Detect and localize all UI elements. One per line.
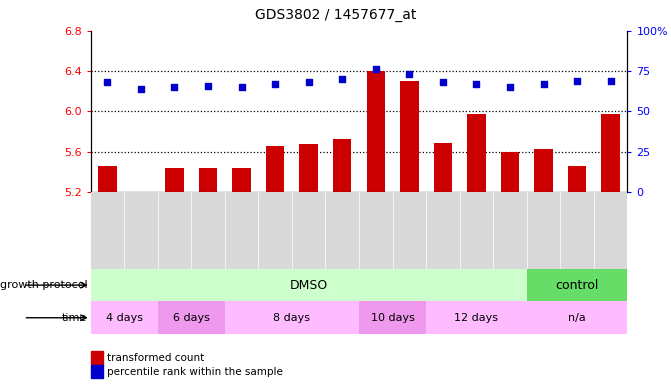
Bar: [426, 192, 460, 269]
Point: [437, 79, 448, 85]
Bar: [258, 192, 292, 269]
Bar: [527, 301, 627, 334]
Text: 6 days: 6 days: [173, 313, 209, 323]
Text: n/a: n/a: [568, 313, 586, 323]
Bar: [225, 192, 258, 269]
Bar: [594, 192, 627, 269]
Bar: [359, 301, 426, 334]
Text: 10 days: 10 days: [370, 313, 415, 323]
Bar: [400, 81, 419, 192]
Bar: [325, 192, 359, 269]
Bar: [266, 146, 285, 192]
Point: [270, 81, 280, 87]
Bar: [393, 192, 426, 269]
Bar: [158, 301, 225, 334]
Point: [471, 81, 482, 87]
Text: control: control: [556, 279, 599, 291]
Bar: [493, 192, 527, 269]
Text: time: time: [62, 313, 87, 323]
Bar: [158, 192, 191, 269]
Bar: [91, 301, 158, 334]
Bar: [426, 301, 527, 334]
Bar: [91, 269, 527, 301]
Text: GDS3802 / 1457677_at: GDS3802 / 1457677_at: [255, 8, 416, 22]
Bar: [534, 149, 553, 192]
Bar: [91, 192, 124, 269]
Point: [404, 71, 415, 77]
Bar: [191, 192, 225, 269]
Point: [337, 76, 348, 82]
Text: percentile rank within the sample: percentile rank within the sample: [107, 367, 283, 377]
Point: [236, 84, 247, 90]
Text: 8 days: 8 days: [273, 313, 311, 323]
Bar: [199, 168, 217, 192]
Text: transformed count: transformed count: [107, 353, 205, 363]
Point: [605, 78, 616, 84]
Bar: [433, 142, 452, 192]
Bar: [501, 152, 519, 192]
Point: [203, 83, 213, 89]
Bar: [359, 192, 393, 269]
Text: 12 days: 12 days: [454, 313, 499, 323]
Bar: [560, 192, 594, 269]
Point: [370, 66, 381, 73]
Bar: [225, 301, 359, 334]
Bar: [232, 168, 251, 192]
Point: [169, 84, 180, 90]
Point: [538, 81, 549, 87]
Bar: [132, 192, 150, 193]
Text: DMSO: DMSO: [289, 279, 328, 291]
Bar: [165, 168, 184, 192]
Bar: [366, 71, 385, 192]
Point: [505, 84, 515, 90]
Point: [303, 79, 314, 85]
Bar: [460, 192, 493, 269]
Bar: [124, 192, 158, 269]
Bar: [98, 166, 117, 192]
Bar: [527, 192, 560, 269]
Bar: [292, 192, 325, 269]
Bar: [527, 269, 627, 301]
Point: [572, 78, 582, 84]
Bar: [299, 144, 318, 192]
Point: [102, 79, 113, 85]
Bar: [467, 114, 486, 192]
Text: growth protocol: growth protocol: [0, 280, 87, 290]
Text: 4 days: 4 days: [105, 313, 143, 323]
Bar: [333, 139, 352, 192]
Bar: [601, 114, 620, 192]
Point: [136, 86, 146, 92]
Bar: [568, 166, 586, 192]
